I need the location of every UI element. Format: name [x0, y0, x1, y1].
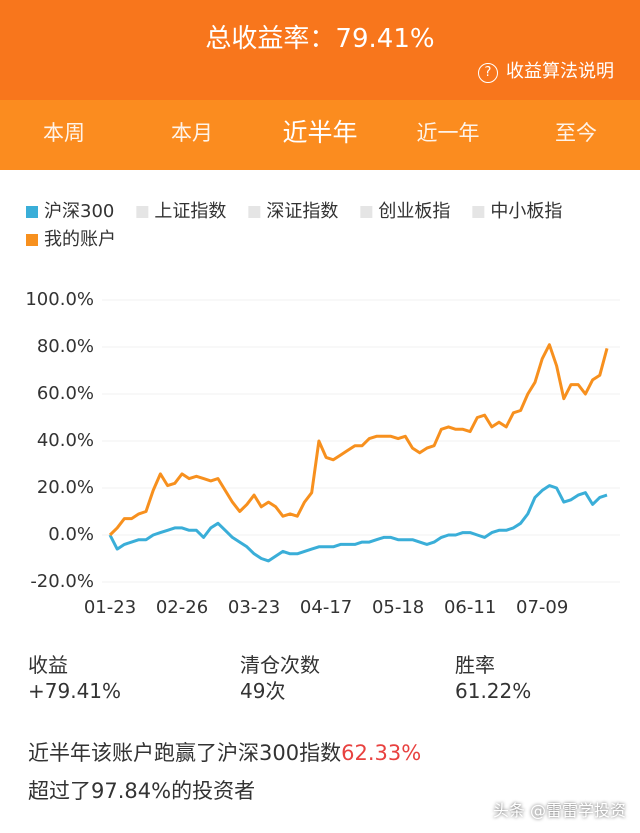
line-series	[108, 484, 608, 563]
help-icon: ?	[478, 63, 498, 83]
stat: 收益 +79.41%	[28, 652, 121, 704]
total-return: 总收益率：79.41%	[205, 24, 435, 54]
legend-swatch	[136, 206, 149, 218]
y-tick-label: 0.0%	[48, 524, 94, 545]
stat-value: 61.22%	[455, 679, 532, 703]
y-tick-label: 60.0%	[37, 383, 94, 404]
legend-swatch	[248, 206, 261, 218]
tab[interactable]: 本周	[43, 121, 85, 145]
tab[interactable]: 近半年	[282, 118, 358, 147]
legend-label[interactable]: 上证指数	[154, 201, 226, 222]
stat: 胜率 61.22%	[455, 652, 531, 704]
x-tick-label: 05-18	[372, 597, 424, 618]
y-tick-label: -20.0%	[30, 571, 94, 592]
summary-line: 近半年该账户跑赢了沪深300指数62.33%	[28, 734, 421, 772]
header: 总收益率：79.41% ? 收益算法说明	[0, 0, 640, 100]
legend-label[interactable]: 沪深300	[44, 201, 114, 222]
legend-swatch	[26, 206, 38, 218]
tab[interactable]: 本月	[171, 121, 213, 145]
summary-text: 近半年该账户跑赢了沪深300指数	[28, 741, 342, 765]
x-tick-label: 03-23	[228, 597, 280, 618]
stat-value: +79.41%	[28, 679, 122, 703]
legend-swatch	[472, 206, 485, 218]
summary: 近半年该账户跑赢了沪深300指数62.33% 超过了97.84%的投资者	[28, 734, 421, 810]
legend-label[interactable]: 创业板指	[378, 201, 450, 222]
x-tick-label: 06-11	[444, 597, 496, 618]
stat-label: 清仓次数	[240, 653, 320, 677]
legend-label[interactable]: 深证指数	[266, 201, 338, 222]
help-link[interactable]: ? 收益算法说明	[478, 57, 614, 83]
x-tick-label: 01-23	[84, 597, 136, 618]
summary-line: 超过了97.84%的投资者	[28, 779, 256, 803]
tab[interactable]: 至今	[555, 121, 597, 145]
stat: 清仓次数 49次	[240, 652, 320, 704]
summary-highlight: 62.33%	[341, 741, 422, 765]
y-tick-label: 80.0%	[37, 336, 94, 357]
stat-label: 胜率	[455, 653, 495, 677]
x-tick-label: 04-17	[300, 597, 352, 618]
x-tick-label: 02-26	[156, 597, 208, 618]
tab-bar: 本周 本月 近半年 近一年 至今	[0, 100, 640, 170]
y-tick-label: 100.0%	[25, 289, 94, 310]
legend-swatch	[360, 206, 373, 218]
help-text: 收益算法说明	[506, 61, 614, 82]
legend-label[interactable]: 中小板指	[490, 201, 562, 222]
line-series	[108, 343, 609, 537]
stat-value: 49次	[240, 679, 286, 703]
tab[interactable]: 近一年	[416, 121, 480, 145]
legend-swatch	[26, 234, 38, 246]
x-tick-label: 07-09	[516, 597, 568, 618]
y-tick-label: 40.0%	[37, 430, 94, 451]
legend-label[interactable]: 我的账户	[44, 229, 116, 250]
stat-label: 收益	[28, 653, 68, 677]
y-tick-label: 20.0%	[37, 477, 94, 498]
watermark: 头条 @雷雷学投资	[492, 801, 626, 820]
